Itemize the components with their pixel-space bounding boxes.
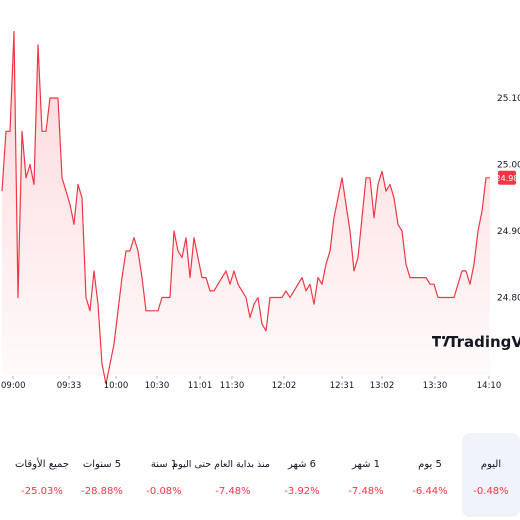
x-tick-label: 14:10 — [477, 381, 502, 391]
x-tick-label: 10:00 — [104, 381, 129, 391]
period-5-years[interactable]: 5 سنوات 28.88%- — [72, 433, 132, 517]
period-ytd[interactable]: منذ بداية العام حتى اليوم 7.48%- — [172, 433, 270, 517]
current-price-label: 24.98 — [496, 174, 519, 183]
x-axis: 09:00 09:33 10:00 10:30 11:01 11:30 12:02 12:31… — [1, 376, 501, 391]
y-tick-label: 25.10 — [497, 94, 520, 104]
period-today[interactable]: اليوم 0.48%- — [462, 433, 520, 517]
period-label: 1 شهر — [351, 459, 381, 470]
x-tick-label: 09:33 — [57, 381, 82, 391]
period-change: 6.44%- — [412, 486, 448, 497]
period-change: 0.08%- — [146, 486, 182, 497]
x-tick-label: 12:31 — [330, 381, 355, 391]
period-change: 7.48%- — [215, 486, 251, 497]
period-1-year[interactable]: 1 سنة 0.08%- — [132, 433, 196, 517]
x-tick-label: 12:02 — [272, 381, 297, 391]
x-tick-label: 11:01 — [188, 381, 213, 391]
period-change: 3.92%- — [284, 486, 320, 497]
y-tick-label: 24.80 — [497, 294, 520, 304]
period-5-days[interactable]: 5 يوم 6.44%- — [398, 433, 462, 517]
price-line — [1, 30, 490, 385]
performance-periods: اليوم 0.48%- 5 يوم 6.44%- 1 شهر 7.48%- 6… — [8, 433, 520, 517]
x-tick-label: 10:30 — [145, 381, 170, 391]
period-label: 1 سنة — [150, 459, 178, 470]
y-tick-label: 25.00 — [497, 161, 520, 171]
period-6-months[interactable]: 6 شهر 3.92%- — [270, 433, 334, 517]
period-label: 6 شهر — [287, 459, 317, 470]
x-tick-label: 13:02 — [370, 381, 395, 391]
tradingview-logo-icon — [431, 335, 450, 347]
period-label: اليوم — [480, 459, 502, 470]
period-change: 25.03%- — [21, 486, 63, 497]
tradingview-wordmark: TradingView — [448, 333, 520, 351]
current-price-badge: 24.98 — [496, 170, 519, 185]
period-label: 5 سنوات — [82, 459, 122, 470]
period-label: 5 يوم — [418, 459, 442, 470]
period-change: 0.48%- — [473, 486, 509, 497]
period-change: 28.88%- — [81, 486, 123, 497]
price-area-fill — [2, 31, 490, 384]
price-chart[interactable]: 25.10 25.00 24.90 24.80 09:00 09:33 10:00 10:3… — [0, 0, 520, 400]
y-axis: 25.10 25.00 24.90 24.80 — [497, 94, 520, 304]
x-tick-label: 13:30 — [423, 381, 448, 391]
period-all-time[interactable]: جميع الأوقات 25.03%- — [12, 433, 72, 517]
period-1-month[interactable]: 1 شهر 7.48%- — [334, 433, 398, 517]
x-tick-label: 09:00 — [1, 381, 26, 391]
x-tick-label: 11:30 — [220, 381, 245, 391]
period-label: جميع الأوقات — [14, 459, 70, 470]
period-change: 7.48%- — [348, 486, 384, 497]
tradingview-watermark: TradingView — [431, 333, 520, 351]
y-tick-label: 24.90 — [497, 227, 520, 237]
period-label: منذ بداية العام حتى اليوم — [172, 459, 270, 470]
